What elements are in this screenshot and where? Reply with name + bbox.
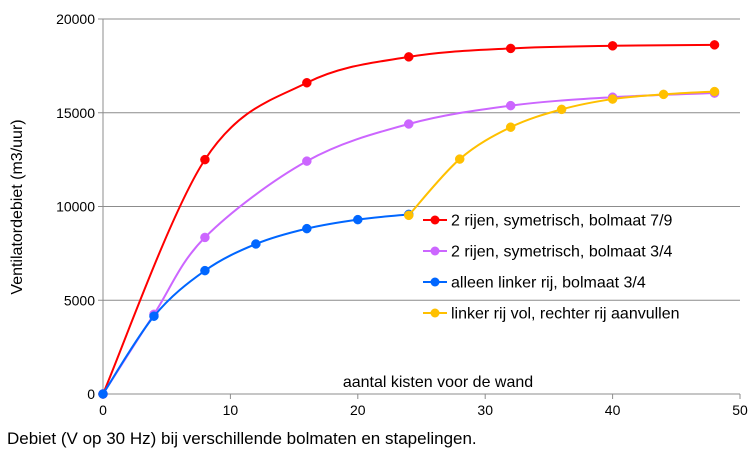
x-tick-label: 40: [605, 402, 621, 418]
data-point: [454, 154, 465, 164]
data-point: [200, 265, 210, 276]
x-tick-label: 0: [99, 402, 107, 418]
y-tick-label: 10000: [56, 199, 95, 215]
x-axis-label: aantal kisten voor de wand: [343, 374, 533, 391]
y-tick-label: 0: [87, 386, 95, 402]
data-point: [98, 389, 108, 399]
data-point: [505, 122, 516, 132]
data-point: [149, 311, 159, 321]
data-point: [200, 154, 210, 165]
legend-item-3: alleen linker rij, bolmaat 3/4: [423, 275, 646, 292]
data-point: [404, 52, 414, 62]
legend-swatch-marker: [430, 246, 440, 256]
x-tick-label: 30: [477, 402, 493, 418]
legend-label: alleen linker rij, bolmaat 3/4: [451, 275, 646, 292]
line-chart: 0 5000 10000 15000 20000 0 10 20 30 40 50 2 rijen,…: [9, 11, 748, 418]
data-point: [556, 104, 567, 115]
y-tick-label: 20000: [56, 11, 95, 27]
series-1: [98, 40, 720, 399]
data-point: [200, 232, 210, 243]
legend-item-2: 2 rijen, symetrisch, bolmaat 3/4: [423, 244, 673, 261]
data-point: [404, 210, 414, 221]
data-point: [353, 214, 363, 225]
data-point: [251, 239, 261, 249]
legend-item-4: linker rij vol, rechter rij aanvullen: [423, 306, 680, 323]
axes: 0 5000 10000 15000 20000 0 10 20 30 40 50: [56, 11, 748, 418]
chart-caption: Debiet (V op 30 Hz) bij verschillende bo…: [7, 429, 477, 448]
data-point: [302, 223, 312, 234]
data-point: [505, 43, 516, 54]
series-group: [98, 40, 720, 399]
legend: 2 rijen, symetrisch, bolmaat 7/9 2 rijen,…: [423, 213, 680, 323]
legend-swatch-marker: [430, 215, 440, 225]
series-4: [404, 86, 720, 221]
data-point: [404, 119, 414, 129]
x-tick-label: 20: [350, 402, 366, 418]
legend-label: linker rij vol, rechter rij aanvullen: [451, 306, 680, 323]
series-3: [98, 209, 414, 399]
x-tick-label: 10: [223, 402, 239, 418]
legend-swatch-marker: [430, 308, 440, 318]
data-point: [658, 89, 669, 100]
x-tick-label: 50: [732, 402, 748, 418]
legend-label: 2 rijen, symetrisch, bolmaat 3/4: [451, 244, 673, 261]
data-point: [607, 94, 618, 104]
legend-label: 2 rijen, symetrisch, bolmaat 7/9: [451, 213, 673, 230]
data-point: [505, 100, 516, 111]
data-point: [302, 78, 312, 88]
series-line: [102, 92, 715, 395]
data-point: [709, 40, 720, 50]
y-tick-label: 5000: [64, 292, 95, 308]
y-tick-label: 15000: [56, 105, 95, 121]
legend-item-1: 2 rijen, symetrisch, bolmaat 7/9: [423, 213, 673, 230]
data-point: [607, 41, 618, 51]
legend-swatch-marker: [430, 277, 440, 287]
data-point: [302, 156, 312, 166]
gridlines: [103, 18, 740, 301]
data-point: [709, 86, 720, 97]
y-axis-label: Ventilatordebiet (m3/uur): [9, 119, 26, 294]
